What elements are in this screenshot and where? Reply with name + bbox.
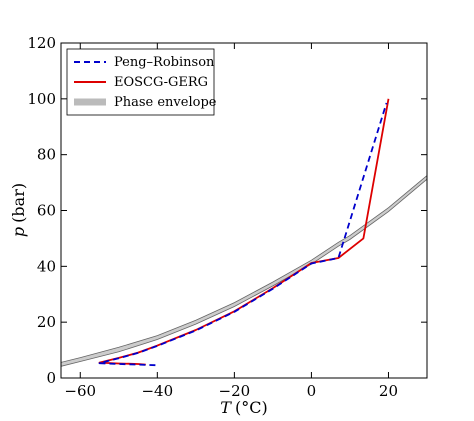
series-line-eoscg-gerg — [98, 98, 390, 366]
x-tick-label: −40 — [141, 382, 173, 400]
x-axis-var: T — [220, 398, 232, 417]
x-axis-label: T (°C) — [220, 398, 267, 417]
y-tick-label: 60 — [37, 202, 56, 220]
y-tick-label: 20 — [37, 313, 56, 331]
x-tick-label: −60 — [64, 382, 96, 400]
y-tick-label: 120 — [27, 34, 56, 52]
legend-label-peng-robinson: Peng–Robinson — [114, 55, 215, 70]
phase-envelope-upper-edge — [61, 175, 427, 363]
y-tick-label: 0 — [46, 369, 56, 387]
series-layer — [61, 98, 427, 367]
y-axis-label: p (bar) — [9, 183, 28, 237]
x-axis-unit: (°C) — [235, 398, 268, 417]
y-axis-var: p — [9, 227, 28, 237]
y-tick-label: 100 — [27, 90, 56, 108]
x-tick-label: 0 — [307, 382, 317, 400]
x-tick-label: −20 — [219, 382, 251, 400]
series-line-peng-robinson — [98, 102, 388, 367]
y-tick-label: 80 — [37, 146, 56, 164]
legend-label-eoscg-gerg: EOSCG-GERG — [114, 75, 208, 90]
legend-label-phase-envelope: Phase envelope — [114, 95, 217, 110]
y-axis-unit: (bar) — [9, 183, 28, 223]
phase-envelope-lower-edge — [61, 178, 427, 367]
phase-envelope-band — [61, 175, 427, 367]
x-tick-label: 20 — [379, 382, 398, 400]
y-tick-label: 40 — [37, 257, 56, 275]
legend: Peng–Robinson EOSCG-GERG Phase envelope — [66, 48, 217, 116]
ticks-layer: −60 −40 −20 0 20 0 20 40 60 80 100 120 — [27, 34, 427, 400]
